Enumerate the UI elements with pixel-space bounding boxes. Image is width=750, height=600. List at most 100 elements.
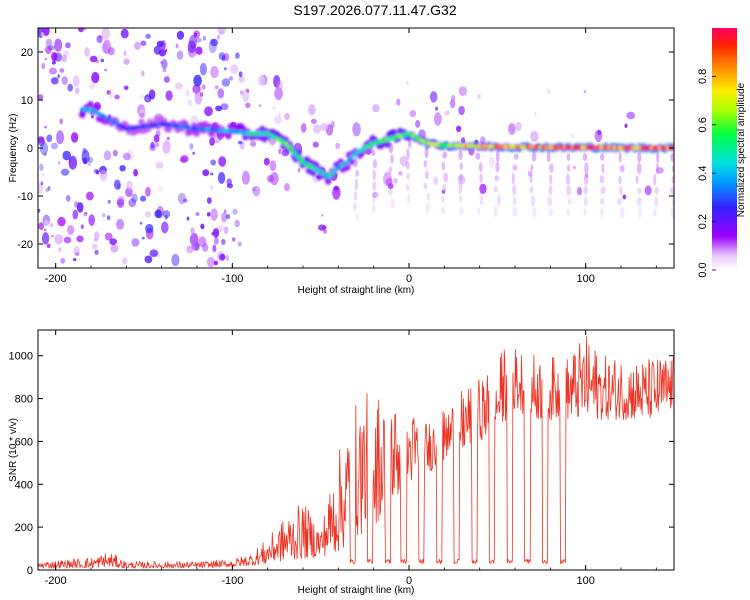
spectrogram-noise-blob <box>583 90 587 94</box>
spectrogram-noise-blob <box>456 125 462 132</box>
colorbar-tick-label: 0.8 <box>697 69 709 84</box>
spectrogram-noise-blob <box>409 110 417 118</box>
spectrogram-noise-blob <box>72 209 79 220</box>
spectrogram-noise-blob <box>176 30 185 40</box>
spectrogram-harmonic-streak <box>582 153 588 162</box>
spectrogram-noise-blob <box>393 178 398 184</box>
colorbar-tick-label: 0.6 <box>697 117 709 132</box>
spectrogram-noise-blob <box>258 104 262 108</box>
spectrogram-noise-blob <box>274 115 283 124</box>
spectrogram-noise-blob <box>63 50 70 57</box>
spectrogram-noise-blob <box>202 84 206 90</box>
spectrogram-noise-blob <box>148 89 156 100</box>
spectrogram-noise-blob <box>103 150 112 161</box>
spectrogram-harmonic-streak <box>423 160 428 168</box>
spectrogram-y-tick-label: 0 <box>27 143 33 155</box>
spectrogram-noise-blob <box>81 149 90 164</box>
spectrogram-noise-blob <box>120 28 129 39</box>
snr-y-tick-label: 400 <box>15 479 33 491</box>
spectrogram-noise-blob <box>429 91 438 103</box>
spectrogram-noise-blob <box>202 243 209 253</box>
spectrogram-noise-blob <box>165 90 173 101</box>
spectrogram-harmonic-streak <box>424 170 429 180</box>
snr-y-ticks: 0 200 400 600 800 1000 <box>9 351 674 577</box>
spectrogram-noise-blob <box>88 214 95 226</box>
spectrogram-noise-blob <box>238 76 245 83</box>
spectrogram-harmonic-streak <box>548 185 553 196</box>
spectrogram-noise-blob <box>116 218 125 230</box>
spectrogram-noise-blob <box>533 111 537 116</box>
spectrogram-harmonic-streak <box>512 206 518 217</box>
spectrogram-harmonic-streak <box>617 198 622 206</box>
spectrogram-noise-blob <box>43 228 47 232</box>
spectrogram-noise-blob <box>223 67 227 71</box>
spectrogram-harmonic-streak <box>566 153 571 162</box>
spectrogram-noise-blob <box>232 237 236 242</box>
spectrogram-harmonic-streak <box>600 207 604 218</box>
spectrogram-noise-blob <box>39 163 44 172</box>
spectrogram-noise-blob <box>246 88 250 93</box>
spectrogram-x-tick-label: -100 <box>221 273 243 285</box>
spectrogram-noise-blob <box>80 224 84 230</box>
spectrogram-noise-blob <box>45 45 52 55</box>
snr-panel: -200 -100 0 100 0 200 400 600 800 1000 Height of… <box>8 329 675 596</box>
spectrogram-noise-blob <box>102 213 106 218</box>
spectrogram-harmonic-streak <box>600 153 605 161</box>
spectrogram-noise-blob <box>46 243 51 249</box>
spectrogram-noise-blob <box>146 97 149 102</box>
spectrogram-noise-blob <box>112 149 118 157</box>
spectrogram-harmonic-streak <box>495 161 500 173</box>
spectrogram-noise-blob <box>150 141 155 149</box>
spectrogram-noise-blob <box>109 238 117 246</box>
spectrogram-noise-blob <box>283 112 291 121</box>
spectrogram-noise-blob <box>218 156 227 167</box>
spectrogram-noise-blob <box>141 70 145 77</box>
spectrogram-harmonic-streak <box>618 152 622 163</box>
spectrogram-noise-blob <box>297 168 301 173</box>
spectrogram-ridge-core <box>292 150 297 155</box>
spectrogram-noise-blob <box>51 234 54 238</box>
figure-title: S197.2026.077.11.47.G32 <box>293 2 457 18</box>
spectrogram-noise-blob <box>75 252 80 256</box>
spectrogram-harmonic-streak <box>532 206 537 218</box>
spectrogram-harmonic-streak <box>671 164 674 173</box>
spectrogram-noise-blob <box>213 237 219 245</box>
spectrogram-noise-blob <box>433 176 439 186</box>
spectrogram-harmonic-streak <box>426 192 430 202</box>
spectrogram-noise-blob <box>191 241 200 251</box>
spectrogram-noise-blob <box>186 216 190 221</box>
spectrogram-harmonic-streak <box>599 175 605 184</box>
spectrogram-ridge-halo <box>208 130 215 138</box>
spectrogram-noise-blob <box>56 130 65 145</box>
colorbar-gradient <box>712 28 737 270</box>
spectrogram-noise-blob <box>208 38 217 54</box>
spectrogram-noise-blob <box>450 99 456 109</box>
spectrogram-noise-blob <box>72 258 77 261</box>
spectrogram-noise-blob <box>123 50 127 57</box>
spectrogram-noise-blob <box>145 186 151 197</box>
spectrogram-noise-blob <box>192 151 196 155</box>
snr-frame <box>37 329 675 571</box>
spectrogram-noise-blob <box>269 160 277 172</box>
spectrogram-noise-blob <box>50 223 54 228</box>
spectrogram-noise-blob <box>156 40 164 48</box>
spectrogram-ridge-halo <box>93 104 101 112</box>
spectrogram-noise-blob <box>40 31 45 38</box>
spectrogram-x-axis-label: Height of straight line (km) <box>298 285 415 296</box>
spectrogram-noise-blob <box>83 28 87 31</box>
spectrogram-harmonic-streak <box>655 162 660 175</box>
spectrogram-noise-blob <box>164 214 168 220</box>
spectrogram-harmonic-streak <box>637 197 642 207</box>
spectrogram-noise-blob <box>46 134 53 143</box>
spectrogram-y-axis-label: Frequency (Hz) <box>8 114 19 183</box>
colorbar: 0.0 0.2 0.4 0.6 0.8 Normalized spectral ampl… <box>697 28 747 278</box>
spectrogram-noise-blob <box>100 58 105 63</box>
spectrogram-noise-blob <box>187 40 197 53</box>
spectrogram-harmonic-streak <box>390 154 394 164</box>
spectrogram-harmonic-streak <box>459 195 463 203</box>
spectrogram-noise-blob <box>38 94 44 100</box>
spectrogram-harmonic-streak <box>638 207 642 219</box>
spectrogram-y-tick-label: -10 <box>17 191 33 203</box>
spectrogram-harmonic-streak <box>670 207 674 218</box>
spectrogram-harmonic-streak <box>478 162 483 173</box>
